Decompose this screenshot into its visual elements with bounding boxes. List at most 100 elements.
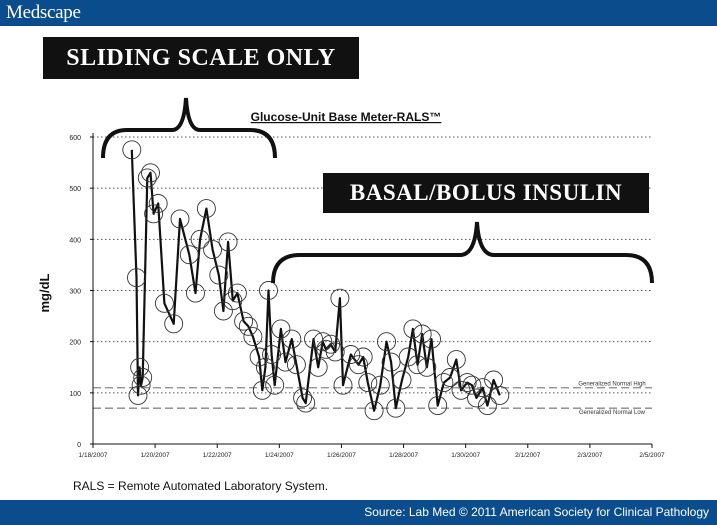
x-tick-label: 1/24/2007 [265,452,294,459]
data-point [330,288,350,308]
source-text: Source: Lab Med © 2011 American Society … [364,505,709,519]
y-tick-label: 600 [69,135,81,142]
normal-low-label: Generalized Normal Low [579,410,646,416]
x-tick-label: 2/5/2007 [639,452,665,459]
data-point [440,368,460,387]
data-point [133,368,153,387]
data-point [403,319,423,339]
data-point [179,245,199,265]
data-point [446,350,466,370]
data-point [148,194,168,213]
sliding-scale-label: SLIDING SCALE ONLY [43,37,359,79]
data-point [255,357,275,377]
y-axis-label: mg/dL [37,273,52,312]
data-point [358,373,378,393]
y-tick-label: 400 [69,237,81,244]
data-point [457,373,477,393]
data-point [213,301,233,321]
x-tick-label: 2/3/2007 [577,452,603,459]
data-point [286,355,306,375]
data-point [308,357,328,377]
data-point [422,329,441,349]
data-point [296,393,316,413]
data-point [154,293,174,313]
data-point [271,319,291,339]
data-point [234,311,254,331]
data-point [203,240,223,260]
normal-high-label: Generalized Normal High [578,382,645,388]
y-tick-label: 100 [69,391,81,398]
basal-bolus-label: BASAL/BOLUS INSULIN [323,173,649,213]
data-point [243,327,263,347]
data-point [333,375,353,395]
footnote: RALS = Remote Automated Laboratory Syste… [73,479,329,493]
glucose-chart: Glucose-Unit Base Meter-RALS™ mg/dL Gene… [37,97,665,459]
data-point [434,373,454,393]
data-point [209,265,229,285]
data-point [170,209,190,229]
data-point [428,396,448,416]
data-point [490,385,510,405]
data-point [252,380,272,400]
data-point [265,375,285,395]
data-point [141,163,160,183]
data-point [381,352,401,372]
data-point [462,375,482,395]
data-point [218,232,238,252]
data-point [353,347,373,367]
data-point [249,347,269,367]
data-point [127,268,146,288]
data-point [408,355,427,375]
y-tick-label: 0 [77,442,81,449]
x-tick-label: 2/1/2007 [515,452,541,459]
glucose-series [130,149,501,412]
x-tick-label: 1/26/2007 [327,452,356,459]
data-point [451,380,471,400]
axes [90,133,653,448]
footer-bar: Source: Lab Med © 2011 American Society … [0,500,717,525]
data-point-markers [122,140,510,421]
data-point [477,396,497,416]
data-point [304,329,323,349]
data-point [417,357,437,377]
y-tick-labels: 0 100 200 300 400 500 600 [69,135,81,449]
chart-title: Glucose-Unit Base Meter-RALS™ [251,110,442,124]
data-point [364,401,384,421]
data-point [467,388,486,408]
x-tick-label: 1/28/2007 [389,452,418,459]
data-point [238,316,258,336]
sliding-scale-bracket [101,97,277,159]
data-point [386,398,406,418]
data-point [473,378,493,398]
data-point [137,168,157,188]
basal-bolus-bracket [271,221,654,284]
data-point [325,342,345,362]
y-tick-label: 500 [69,186,81,193]
data-point [412,324,432,344]
data-point [186,283,205,303]
data-point [128,385,148,405]
x-tick-labels: 1/18/2007 1/20/2007 1/22/2007 1/24/2007 1/26… [79,452,665,459]
data-point [122,140,142,160]
data-point [316,339,336,359]
x-tick-label: 1/22/2007 [203,452,232,459]
data-point [293,388,313,408]
data-point [131,375,151,395]
y-tick-label: 200 [69,340,81,347]
data-point [370,375,390,395]
data-point [259,281,278,300]
y-tick-label: 300 [69,289,81,296]
data-point [377,332,396,352]
data-point [196,199,216,219]
glucose-line [130,149,501,412]
data-point [282,329,302,349]
x-tick-label: 1/18/2007 [79,452,108,459]
data-point [190,229,210,249]
data-point [164,314,184,334]
header-bar: Medscape [0,0,717,26]
data-point [392,370,412,390]
medscape-logo: Medscape [6,2,81,23]
data-point [313,332,333,352]
data-point [276,352,295,372]
data-point [341,345,361,364]
